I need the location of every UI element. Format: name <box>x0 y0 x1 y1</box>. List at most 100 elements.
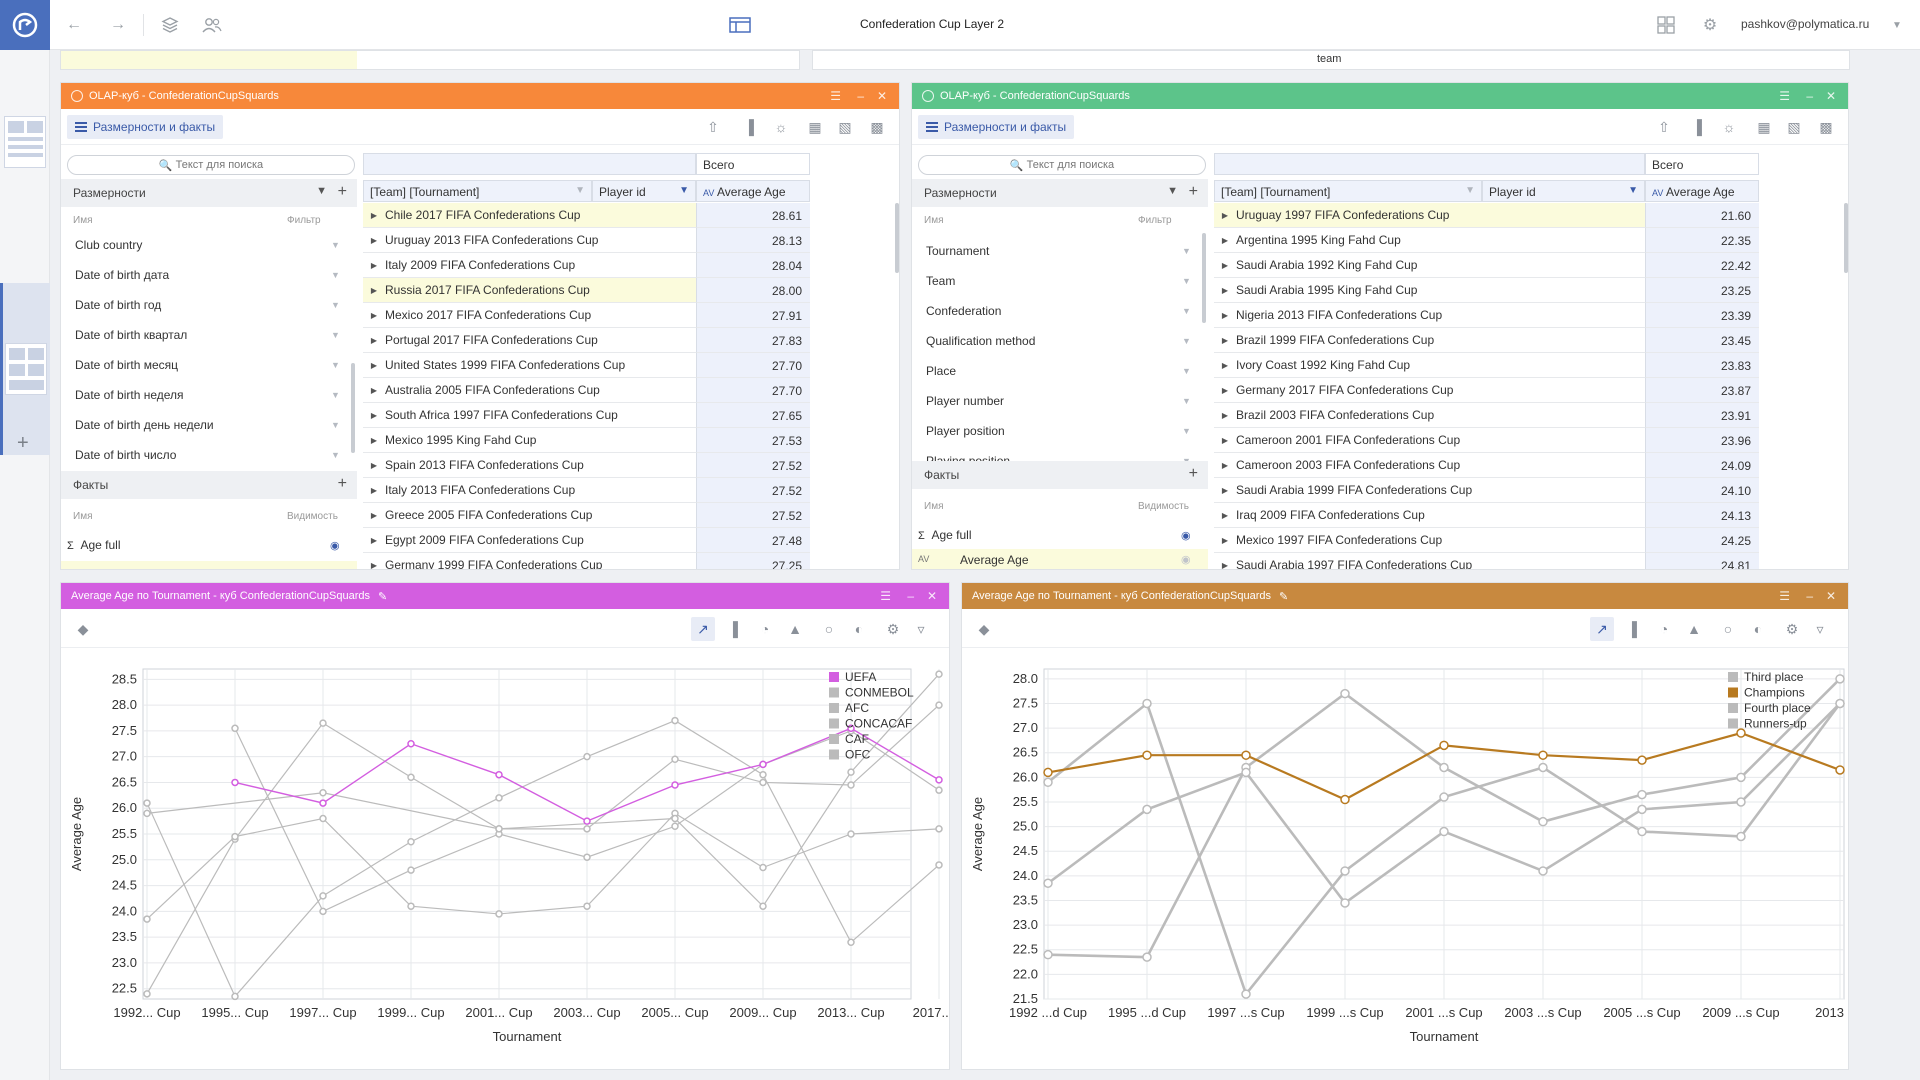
expand-arrow-icon[interactable]: ▶ <box>370 260 378 270</box>
value-cell[interactable]: 22.42 <box>1645 253 1759 278</box>
cube-icon[interactable]: ◆ <box>77 620 89 637</box>
eye-icon[interactable]: ◉ <box>330 540 340 552</box>
dimension-item[interactable]: Player number <box>926 394 1005 408</box>
table-row[interactable]: ▶ Chile 2017 FIFA Confederations Cup <box>363 203 696 228</box>
dimensions-scrollbar[interactable] <box>1202 233 1206 323</box>
forward-arrow-icon[interactable]: → <box>110 16 126 33</box>
dimension-filter-icon[interactable]: ▼ <box>331 300 340 310</box>
pin-icon[interactable]: ▲ <box>788 621 802 637</box>
bar-chart-icon[interactable]: ▐ <box>728 621 738 637</box>
table-row[interactable]: ▶ Italy 2009 FIFA Confederations Cup <box>363 253 696 278</box>
expand-arrow-icon[interactable]: ▶ <box>1221 235 1229 245</box>
export-icon[interactable]: ⇧ <box>707 118 719 135</box>
line-chart-confederations[interactable]: 22.5 23.0 23.5 24.0 24.5 25.0 25.5 26.0 26.5 27.0… <box>61 649 949 1069</box>
add-dimension-icon[interactable]: + <box>1188 183 1198 200</box>
chart-panel-left-header[interactable]: Average Age по Tournament - куб Confeder… <box>61 583 949 609</box>
value-cell[interactable]: 21.60 <box>1645 203 1759 228</box>
dimension-item[interactable]: Tournament <box>926 244 990 258</box>
dimension-filter-icon[interactable]: ▼ <box>331 420 340 430</box>
tree-icon[interactable]: ▧ <box>1787 118 1801 135</box>
dimension-filter-icon[interactable]: ▼ <box>331 330 340 340</box>
value-cell[interactable]: 28.00 <box>696 278 810 303</box>
table-row[interactable]: ▶ Mexico 2017 FIFA Confederations Cup <box>363 303 696 328</box>
filter-active-icon[interactable]: ▼ <box>1628 185 1638 196</box>
line-chart-placements[interactable]: 21.5 22.0 22.5 23.0 23.5 24.0 24.5 25.0 25.5 26.0… <box>962 649 1848 1069</box>
dimension-filter-icon[interactable]: ▼ <box>1182 306 1191 316</box>
value-cell[interactable]: 24.10 <box>1645 478 1759 503</box>
filter-icon[interactable]: ▼ <box>575 185 585 196</box>
table-row[interactable]: ▶ Cameroon 2003 FIFA Confederations Cup <box>1214 453 1645 478</box>
expand-arrow-icon[interactable]: ▶ <box>1221 285 1229 295</box>
donut-chart-icon[interactable]: ◐ <box>854 621 864 637</box>
value-cell[interactable]: 23.96 <box>1645 428 1759 453</box>
expand-arrow-icon[interactable]: ▶ <box>370 310 378 320</box>
expand-arrow-icon[interactable]: ▶ <box>1221 410 1229 420</box>
table-row[interactable]: ▶ Ivory Coast 1992 King Fahd Cup <box>1214 353 1645 378</box>
search-input[interactable]: 🔍 Текст для поиска <box>67 155 355 175</box>
minimize-icon[interactable]: – <box>1806 89 1813 103</box>
table-row[interactable]: ▶ Egypt 2009 FIFA Confederations Cup <box>363 528 696 553</box>
donut-chart-icon[interactable]: ◐ <box>1753 621 1763 637</box>
fact-item-selected[interactable]: AV Average Age ◉ <box>912 549 1208 569</box>
expand-arrow-icon[interactable]: ▶ <box>1221 210 1229 220</box>
expand-arrow-icon[interactable]: ▶ <box>1221 485 1229 495</box>
dimension-filter-icon[interactable]: ▼ <box>1182 336 1191 346</box>
filter-icon[interactable]: ▼ <box>1167 185 1178 197</box>
gear-icon[interactable]: ⚙ <box>1785 620 1799 637</box>
expand-arrow-icon[interactable]: ▶ <box>370 485 378 495</box>
value-cell[interactable]: 24.13 <box>1645 503 1759 528</box>
pivot-icon[interactable]: ▦ <box>808 118 822 135</box>
table-row[interactable]: ▶ United States 1999 FIFA Confederations … <box>363 353 696 378</box>
table-row[interactable]: ▶ South Africa 1997 FIFA Confederations C… <box>363 403 696 428</box>
layers-icon[interactable]: ☰ <box>1779 589 1790 603</box>
expand-arrow-icon[interactable]: ▶ <box>1221 535 1229 545</box>
expand-arrow-icon[interactable]: ▶ <box>1221 460 1229 470</box>
close-icon[interactable]: ✕ <box>876 89 887 103</box>
olap-panel-left-header[interactable]: OLAP-куб - ConfederationCupSquards ☰ – ✕ <box>61 83 899 109</box>
column-filter-header[interactable]: Фильтр <box>1138 215 1172 226</box>
value-cell[interactable]: 27.48 <box>696 528 810 553</box>
expand-arrow-icon[interactable]: ▶ <box>1221 435 1229 445</box>
dimension-item[interactable]: Date of birth год <box>75 298 162 312</box>
minimize-icon[interactable]: – <box>1806 589 1813 603</box>
dimension-item[interactable]: Date of birth неделя <box>75 388 184 402</box>
grid-scrollbar[interactable] <box>895 203 899 273</box>
table-row[interactable]: ▶ Brazil 1999 FIFA Confederations Cup <box>1214 328 1645 353</box>
gear-icon[interactable]: ⚙ <box>886 620 900 637</box>
value-cell[interactable]: 27.52 <box>696 503 810 528</box>
value-cell[interactable]: 23.87 <box>1645 378 1759 403</box>
value-cell[interactable]: 28.04 <box>696 253 810 278</box>
line-chart-icon[interactable]: ↗ <box>1590 617 1614 641</box>
table-row[interactable]: ▶ Mexico 1997 FIFA Confederations Cup <box>1214 528 1645 553</box>
value-cell[interactable]: 27.70 <box>696 378 810 403</box>
table-row[interactable]: ▶ Mexico 1995 King Fahd Cup <box>363 428 696 453</box>
table-row[interactable]: ▶ Saudi Arabia 1997 FIFA Confederations C… <box>1214 553 1645 569</box>
dimension-item[interactable]: Date of birth месяц <box>75 358 178 372</box>
filter-icon[interactable]: ▿ <box>917 620 925 637</box>
dimension-item[interactable]: Player position <box>926 424 1005 438</box>
dimension-item[interactable]: Confederation <box>926 304 1002 318</box>
expand-arrow-icon[interactable]: ▶ <box>370 285 378 295</box>
close-icon[interactable]: ✕ <box>1825 89 1836 103</box>
dimension-item[interactable]: Date of birth число <box>75 448 177 462</box>
pin-icon[interactable]: ▲ <box>1687 621 1701 637</box>
value-cell[interactable]: 27.53 <box>696 428 810 453</box>
expand-arrow-icon[interactable]: ▶ <box>1221 385 1229 395</box>
dimension-filter-icon[interactable]: ▼ <box>1182 426 1191 436</box>
bar-chart-icon[interactable]: ▐ <box>1692 119 1702 135</box>
export-icon[interactable]: ⇧ <box>1658 118 1670 135</box>
column-name-header[interactable]: Имя <box>73 215 93 226</box>
average-age-column-header[interactable]: AV Average Age <box>1645 180 1759 202</box>
expand-arrow-icon[interactable]: ▶ <box>370 460 378 470</box>
search-input[interactable]: 🔍 Текст для поиска <box>918 155 1206 175</box>
table-row[interactable]: ▶ Spain 2013 FIFA Confederations Cup <box>363 453 696 478</box>
pie-chart-icon[interactable]: ◔ <box>1659 621 1669 637</box>
close-icon[interactable]: ✕ <box>1825 589 1836 603</box>
dimension-filter-icon[interactable]: ▼ <box>1182 396 1191 406</box>
user-email[interactable]: pashkov@polymatica.ru <box>1741 17 1870 31</box>
table-settings-icon[interactable]: ▩ <box>1819 118 1833 135</box>
table-row[interactable]: ▶ Cameroon 2001 FIFA Confederations Cup <box>1214 428 1645 453</box>
table-settings-icon[interactable]: ▩ <box>870 118 884 135</box>
circle-chart-icon[interactable]: ○ <box>1723 621 1733 637</box>
table-row[interactable]: ▶ Saudi Arabia 1992 King Fahd Cup <box>1214 253 1645 278</box>
